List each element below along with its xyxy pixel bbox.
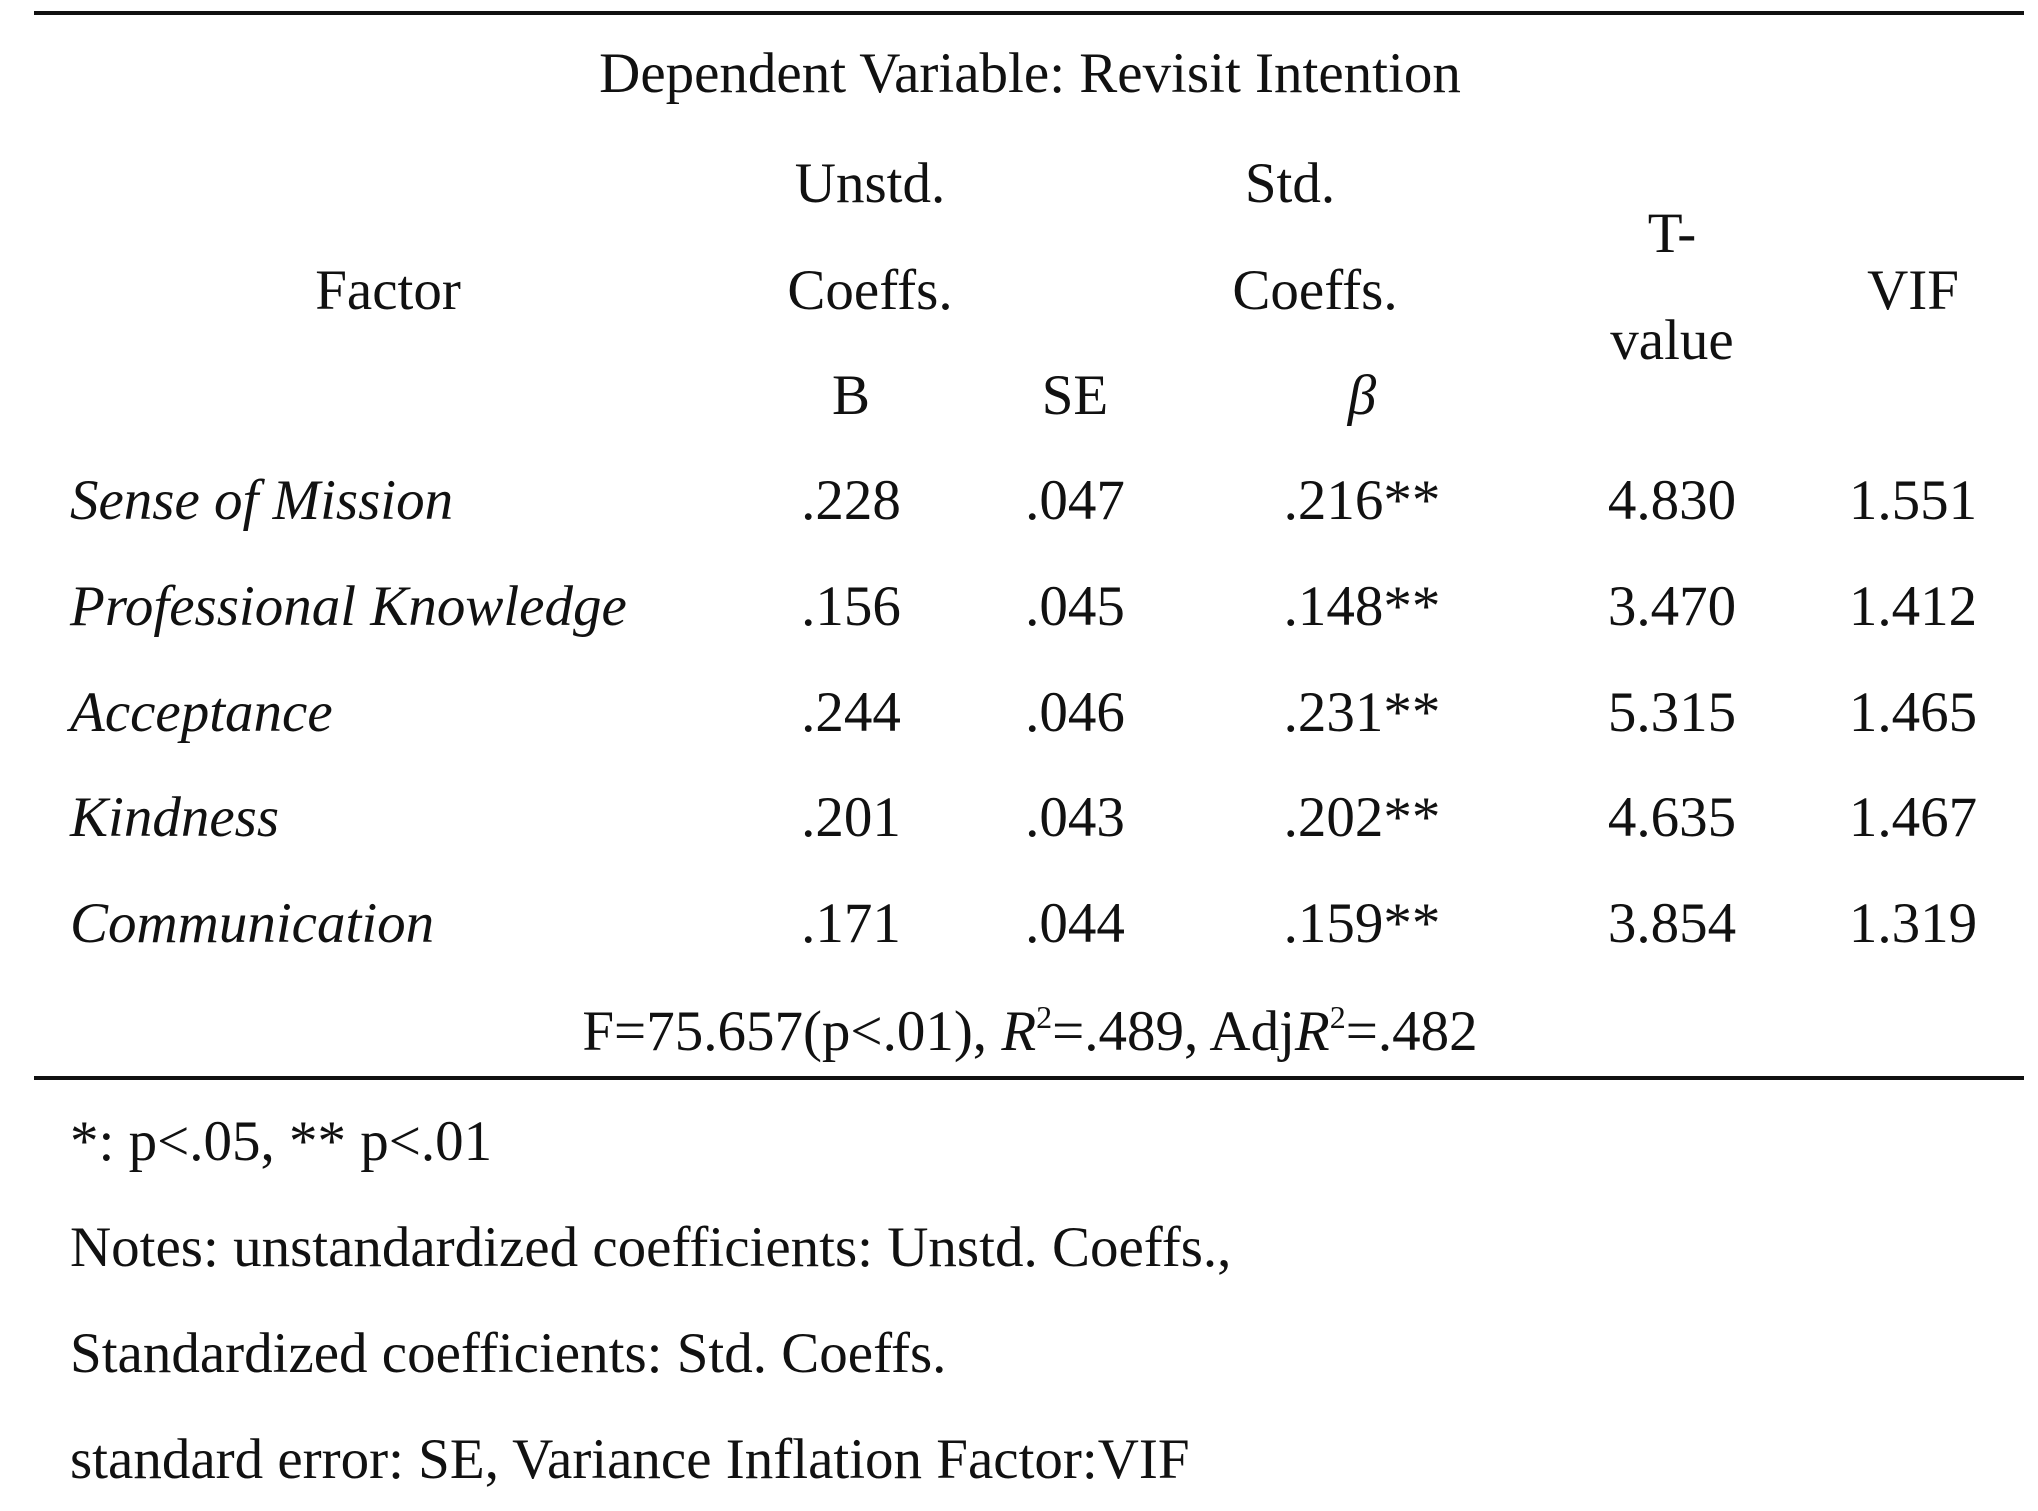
row-vif: 1.551 bbox=[1848, 469, 1978, 532]
row-t: 3.470 bbox=[1607, 575, 1737, 638]
row-factor: Communication bbox=[70, 892, 435, 955]
row-b: .228 bbox=[801, 469, 901, 532]
header-vif: VIF bbox=[1867, 259, 1959, 322]
summary-r2-sup: 2 bbox=[1036, 999, 1053, 1035]
row-beta: .148** bbox=[1283, 575, 1441, 638]
dependent-variable-title: Dependent Variable: Revisit Intention bbox=[599, 42, 1461, 105]
summary-adj-r2-symbol: R bbox=[1294, 1000, 1330, 1063]
model-summary: F=75.657(p<.01), R2=.489, AdjR2=.482 bbox=[582, 1000, 1478, 1063]
row-se: .044 bbox=[1025, 892, 1125, 955]
row-b: .156 bbox=[801, 575, 901, 638]
row-se: .046 bbox=[1025, 681, 1125, 744]
header-unstd-line2: Coeffs. bbox=[787, 259, 953, 322]
header-unstd-line1: Unstd. bbox=[794, 152, 946, 215]
header-factor: Factor bbox=[315, 259, 461, 322]
row-factor: Sense of Mission bbox=[70, 469, 454, 532]
row-beta: .159** bbox=[1283, 892, 1441, 955]
header-se: SE bbox=[1041, 364, 1109, 427]
summary-adj-r2-value: =.482 bbox=[1345, 1000, 1478, 1063]
header-beta: β bbox=[1347, 364, 1377, 427]
row-factor: Professional Knowledge bbox=[70, 575, 627, 638]
row-vif: 1.412 bbox=[1848, 575, 1978, 638]
header-std-line1: Std. bbox=[1244, 152, 1336, 215]
header-b: B bbox=[831, 364, 871, 427]
row-vif: 1.319 bbox=[1848, 892, 1978, 955]
row-beta: .231** bbox=[1283, 681, 1441, 744]
row-se: .047 bbox=[1025, 469, 1125, 532]
table-bottom-rule bbox=[34, 1076, 2024, 1080]
header-t-line2: value bbox=[1610, 309, 1734, 372]
table-top-rule bbox=[34, 11, 2024, 15]
footnote-se-vif: standard error: SE, Variance Inflation F… bbox=[70, 1428, 1190, 1491]
row-factor: Acceptance bbox=[70, 681, 333, 744]
footnote-std: Standardized coefficients: Std. Coeffs. bbox=[70, 1322, 947, 1385]
row-t: 4.830 bbox=[1607, 469, 1737, 532]
summary-r2-value: =.489, Adj bbox=[1052, 1000, 1295, 1063]
row-t: 4.635 bbox=[1607, 786, 1737, 849]
header-t-line1: T- bbox=[1647, 202, 1697, 265]
row-se: .045 bbox=[1025, 575, 1125, 638]
row-b: .244 bbox=[801, 681, 901, 744]
row-t: 5.315 bbox=[1607, 681, 1737, 744]
footnote-unstd: Notes: unstandardized coefficients: Unst… bbox=[70, 1216, 1232, 1279]
row-vif: 1.465 bbox=[1848, 681, 1978, 744]
row-beta: .202** bbox=[1283, 786, 1441, 849]
summary-adj-r2-sup: 2 bbox=[1329, 999, 1346, 1035]
row-b: .171 bbox=[801, 892, 901, 955]
row-beta: .216** bbox=[1283, 469, 1441, 532]
summary-r2-symbol: R bbox=[1001, 1000, 1037, 1063]
row-t: 3.854 bbox=[1607, 892, 1737, 955]
row-b: .201 bbox=[801, 786, 901, 849]
row-se: .043 bbox=[1025, 786, 1125, 849]
summary-f: F=75.657(p<.01), bbox=[582, 1000, 1002, 1063]
header-std-line2: Coeffs. bbox=[1232, 259, 1398, 322]
row-factor: Kindness bbox=[70, 786, 280, 849]
footnote-significance: *: p<.05, ** p<.01 bbox=[70, 1110, 493, 1173]
row-vif: 1.467 bbox=[1848, 786, 1978, 849]
